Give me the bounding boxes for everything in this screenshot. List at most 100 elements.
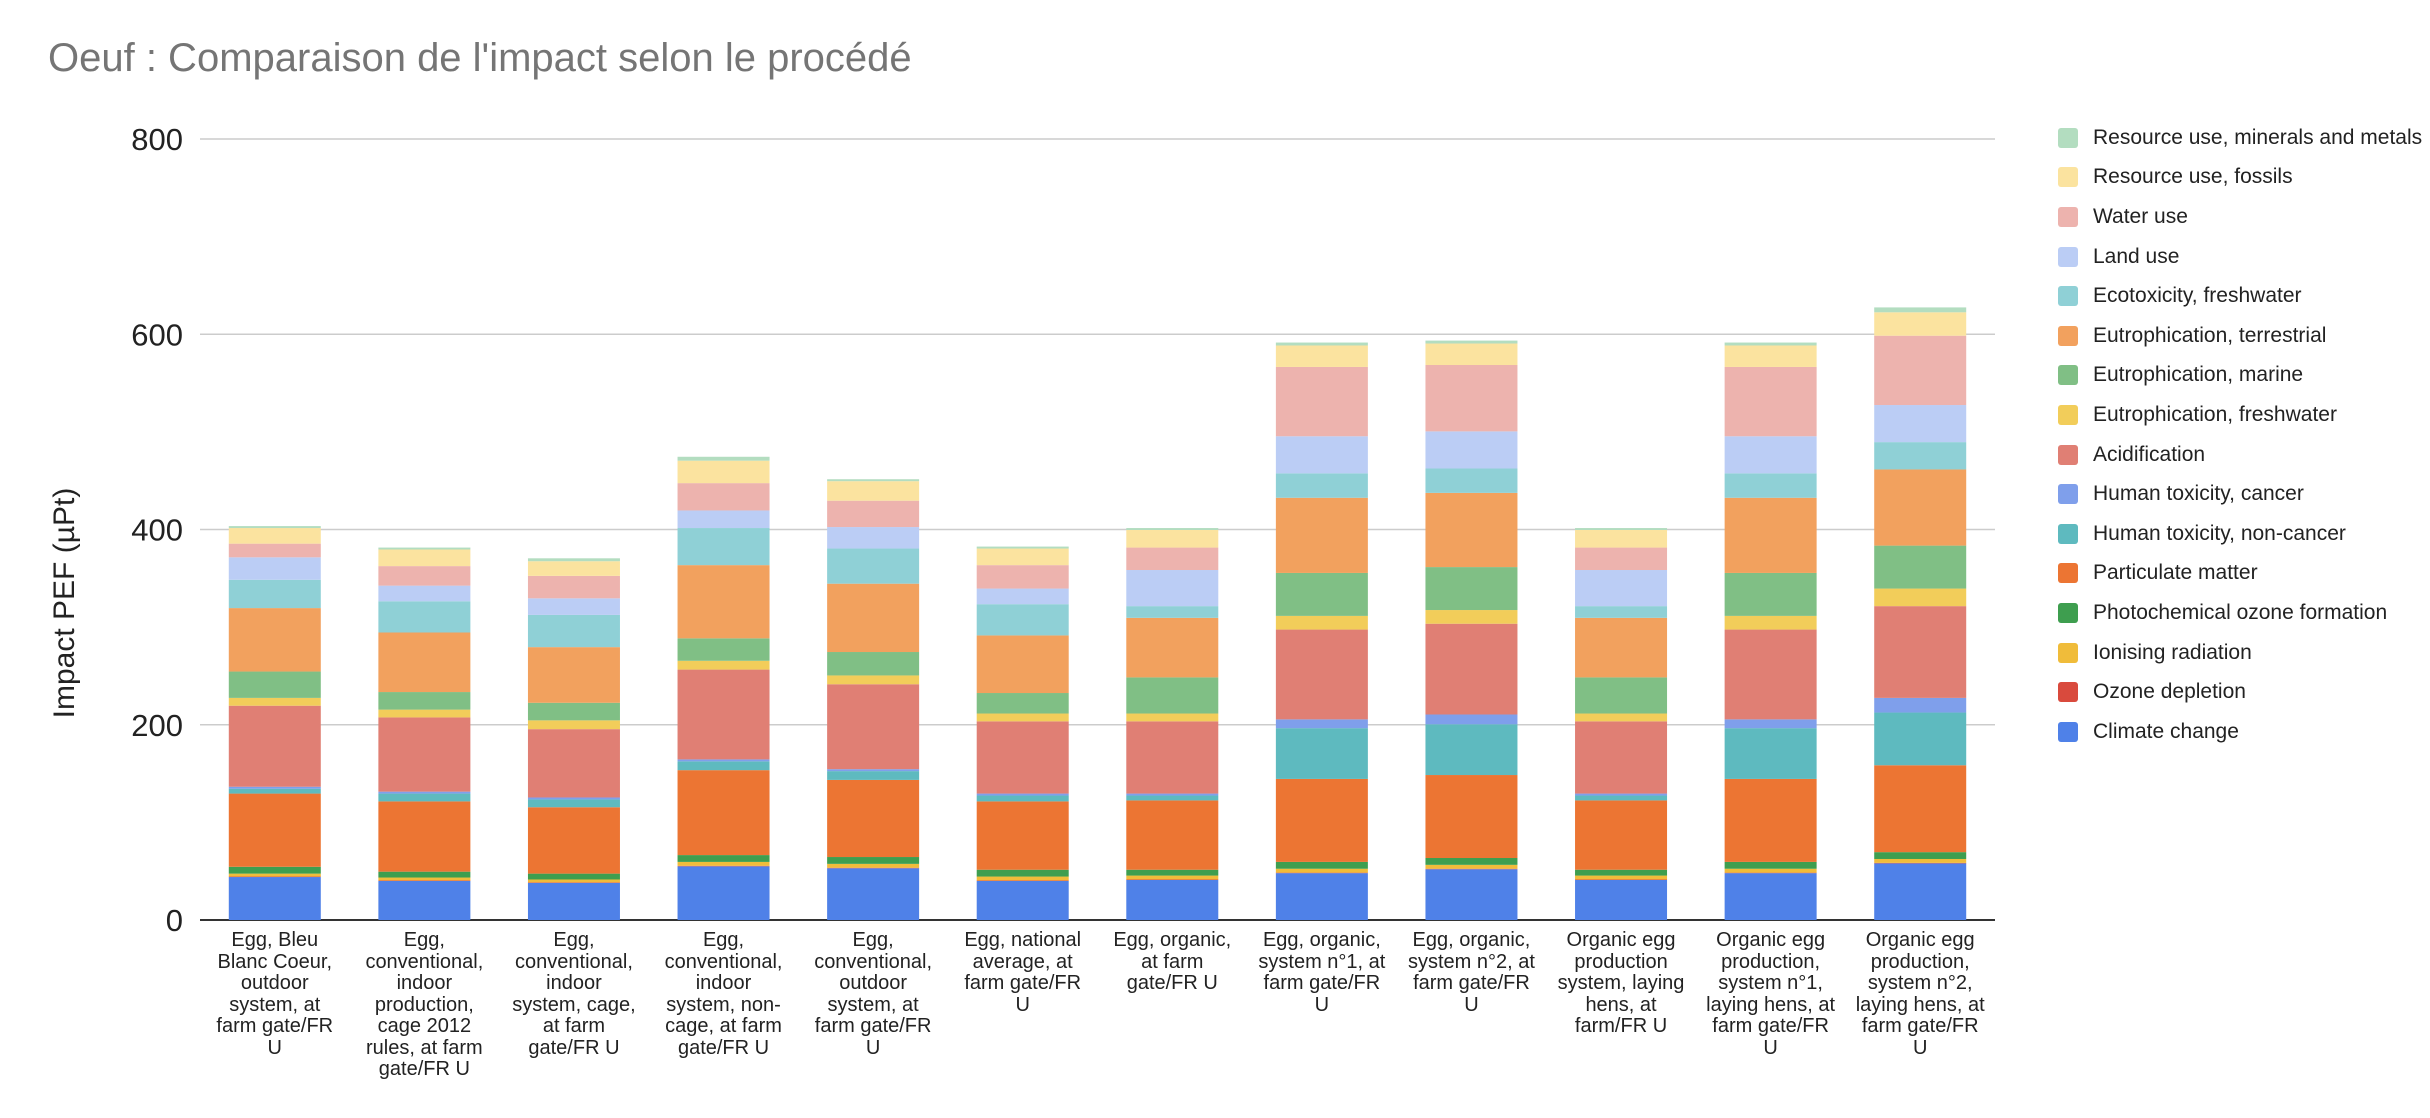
bar-segment <box>1724 342 1817 346</box>
legend-swatch <box>2058 404 2078 425</box>
legend-item: Eutrophication, freshwater <box>2058 395 2430 435</box>
bar-segment <box>827 779 920 858</box>
bar-segment <box>677 759 770 762</box>
bar-segment <box>228 873 321 877</box>
legend-swatch <box>2058 563 2078 584</box>
bar-segment <box>228 705 321 787</box>
bar-segment <box>228 877 321 920</box>
bar-segment <box>827 479 920 482</box>
bar-segment <box>1275 572 1368 616</box>
legend-label: Water use <box>2093 204 2188 228</box>
bar-segment <box>677 510 770 529</box>
legend-label: Human toxicity, cancer <box>2093 482 2304 506</box>
legend-item: Particulate matter <box>2058 554 2430 594</box>
legend-swatch <box>2058 484 2078 505</box>
bar-segment <box>378 566 471 586</box>
bar-segment <box>1874 712 1967 766</box>
bar-segment <box>1425 492 1518 568</box>
bar-segment <box>976 604 1069 636</box>
bar-segment <box>1724 366 1817 437</box>
bar-segment <box>827 863 920 868</box>
x-tick-label: Egg, conventional, indoor system, non-ca… <box>664 929 783 1059</box>
bar-segment <box>1724 719 1817 729</box>
bar-segment <box>1874 312 1967 336</box>
x-tick-label: Egg, conventional, indoor production, ca… <box>365 929 484 1080</box>
bar-segment <box>677 761 770 771</box>
bar-stack <box>527 558 620 920</box>
legend-label: Ecotoxicity, freshwater <box>2093 284 2302 308</box>
bar-segment <box>228 671 321 698</box>
y-tick-label: 0 <box>166 903 183 938</box>
x-tick-label: Egg, Bleu Blanc Coeur, outdoor system, a… <box>216 929 334 1059</box>
bar-stack <box>228 526 321 920</box>
legend-label: Resource use, fossils <box>2093 165 2293 189</box>
bar-segment <box>1275 629 1368 720</box>
bar-segment <box>1275 615 1368 630</box>
bar-segment <box>677 460 770 484</box>
legend-swatch <box>2058 642 2078 663</box>
bar-segment <box>1126 721 1219 794</box>
bar-segment <box>976 721 1069 794</box>
legend-item: Photochemical ozone formation <box>2058 593 2430 633</box>
bar-segment <box>827 548 920 584</box>
legend-swatch <box>2058 721 2078 742</box>
bar-stack <box>1275 342 1368 920</box>
bar-stack <box>378 547 471 920</box>
bar-segment <box>1275 728 1368 779</box>
bar-segment <box>677 638 770 661</box>
legend-swatch <box>2058 365 2078 386</box>
legend-item: Water use <box>2058 197 2430 237</box>
bar-segment <box>1575 875 1668 880</box>
bar-segment <box>677 855 770 862</box>
chart-legend: Resource use, minerals and metals Resourc… <box>2058 118 2430 752</box>
bar-segment <box>976 548 1069 566</box>
bar-segment <box>378 585 471 602</box>
gridlines <box>200 138 1995 921</box>
bar-segment <box>1275 366 1368 437</box>
bar-segment <box>1126 570 1219 607</box>
bar-segment <box>1724 629 1817 720</box>
bar-segment <box>1126 869 1219 876</box>
x-tick-label: Egg, national average, at farm gate/FR U <box>964 929 1082 1016</box>
x-tick-label: Egg, conventional, indoor system, cage, … <box>512 929 636 1059</box>
bar-stack <box>1724 342 1817 920</box>
bar-segment <box>1275 778 1368 862</box>
legend-label: Particulate matter <box>2093 561 2258 585</box>
bar-segment <box>228 557 321 580</box>
bar-segment <box>1425 724 1518 776</box>
bar-segment <box>1275 497 1368 573</box>
bar-segment <box>1126 677 1219 714</box>
bar-segment <box>1724 497 1817 573</box>
bar-segment <box>1425 623 1518 715</box>
legend-swatch <box>2058 325 2078 346</box>
bar-segment <box>527 797 620 800</box>
bar-segment <box>1874 863 1967 920</box>
chart-title: Oeuf : Comparaison de l'impact selon le … <box>48 36 912 80</box>
bar-segment <box>1425 775 1518 859</box>
legend-item: Eutrophication, terrestrial <box>2058 316 2430 356</box>
legend-swatch <box>2058 286 2078 307</box>
bar-segment <box>378 871 471 878</box>
bar-segment <box>976 880 1069 920</box>
bar-segment <box>1874 606 1967 698</box>
bar-segment <box>677 770 770 856</box>
bar-segment <box>1275 861 1368 869</box>
bar-segment <box>1126 713 1219 722</box>
bar-segment <box>1874 588 1967 607</box>
bar-segment <box>1874 545 1967 589</box>
bar-segment <box>1724 473 1817 498</box>
x-tick-label: Organic egg production system, laying he… <box>1557 929 1685 1037</box>
legend-item: Acidification <box>2058 435 2430 475</box>
bar-segment <box>228 579 321 609</box>
bar-segment <box>527 614 620 648</box>
legend-item: Land use <box>2058 237 2430 277</box>
bar-segment <box>976 713 1069 722</box>
bar-segment <box>976 793 1069 796</box>
bar-segment <box>976 869 1069 877</box>
legend-label: Climate change <box>2093 719 2239 743</box>
legend-label: Land use <box>2093 244 2180 268</box>
bar-segment <box>1126 529 1219 548</box>
x-tick-label: Organic egg production, system n°2, layi… <box>1855 929 1985 1059</box>
y-axis-label: Impact PEF (µPt) <box>48 488 81 719</box>
